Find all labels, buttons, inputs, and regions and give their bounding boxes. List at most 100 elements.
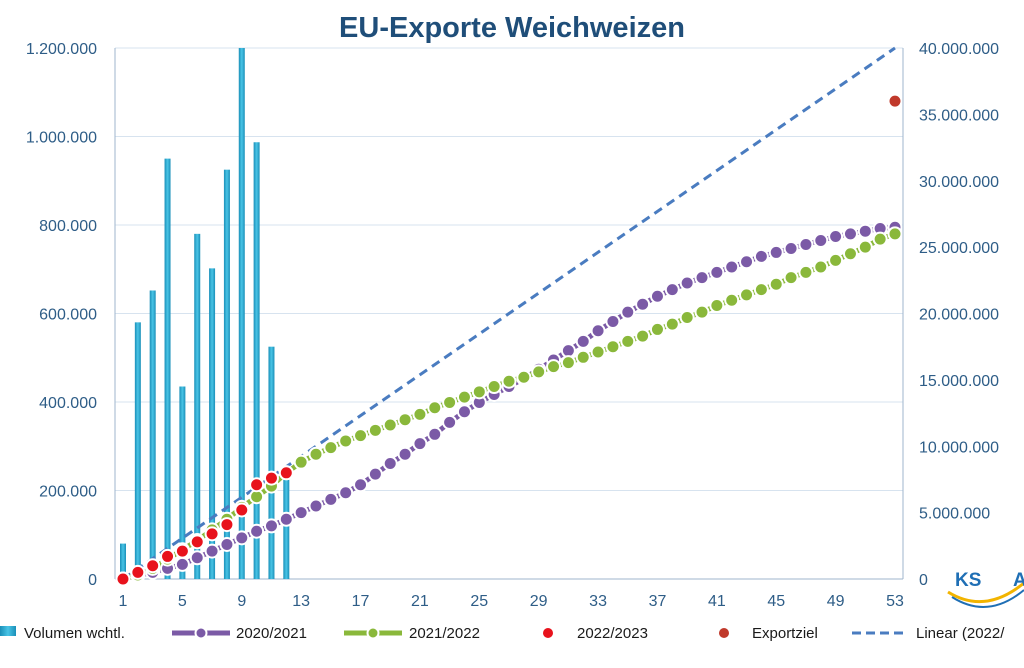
series-marker [694,304,710,320]
x-tick-label: 1 [119,593,128,610]
x-tick-label: 49 [827,593,845,610]
point-marker [115,571,131,587]
series-marker [709,298,725,314]
series-marker [382,456,398,472]
bar [194,233,201,579]
series-marker [857,239,873,255]
bar [179,386,186,579]
bar [238,48,245,579]
left-tick-label: 1.200.000 [26,41,97,58]
legend-label: Exportziel [752,625,818,642]
point-marker [278,465,294,481]
series-marker [605,339,621,355]
bar [164,158,171,579]
series-marker [442,414,458,430]
series-marker [649,321,665,337]
point-marker [160,548,176,564]
chart-title: EU-Exporte Weichweizen [339,12,685,44]
left-tick-label: 0 [88,572,97,589]
series-marker [412,406,428,422]
point-marker [234,502,250,518]
series-marker [456,389,472,405]
series-marker [813,259,829,275]
left-tick-label: 400.000 [39,395,97,412]
series-marker [263,518,279,534]
series-marker [842,226,858,242]
series-marker [516,369,532,385]
series-marker [768,276,784,292]
series-marker [605,313,621,329]
point-marker [130,564,146,580]
x-tick-label: 53 [886,593,904,610]
right-axis-ticks: 0 5.000.000 10.000.000 15.000.000 20.000.000… [919,41,999,589]
series-marker [501,373,517,389]
left-tick-label: 800.000 [39,218,97,235]
trend-line [122,46,896,581]
bar [223,169,230,579]
series-marker [427,426,443,442]
x-tick-label: 17 [352,593,370,610]
x-tick-label: 13 [292,593,310,610]
left-tick-label: 600.000 [39,307,97,324]
legend: Volumen wchtl. 2020/2021 2021/2022 2022/202… [0,625,1005,642]
left-tick-label: 1.000.000 [26,130,97,147]
series-marker [664,282,680,298]
series-marker [323,440,339,456]
legend-label: 2021/2022 [409,625,480,642]
x-tick-label: 29 [530,593,548,610]
series-marker [293,505,309,521]
series-marker [679,275,695,291]
logo-swoosh [947,581,1024,604]
series-marker [828,229,844,245]
right-tick-label: 15.000.000 [919,373,999,390]
x-tick-label: 33 [589,593,607,610]
series-marker [189,550,205,566]
legend-swatch [0,626,16,636]
series-marker [471,384,487,400]
legend-label: Linear (2022/ [916,625,1005,642]
series-marker [486,379,502,395]
series-marker [828,252,844,268]
series-marker [308,446,324,462]
logo-swoosh [951,589,1024,608]
series-marker [353,428,369,444]
x-axis-ticks: 1 5 9 13 17 21 25 29 33 37 41 45 49 53 [119,593,904,610]
series-marker [635,296,651,312]
series-marker [412,436,428,452]
series-marker [724,292,740,308]
bar [209,268,216,579]
series-marker [709,264,725,280]
right-tick-label: 20.000.000 [919,307,999,324]
x-tick-label: 25 [470,593,488,610]
point-marker [219,517,235,533]
left-tick-label: 200.000 [39,484,97,501]
x-tick-label: 9 [237,593,246,610]
series-marker [308,498,324,514]
x-tick-label: 21 [411,593,429,610]
right-tick-label: 10.000.000 [919,439,999,456]
series-marker [635,328,651,344]
legend-swatch [719,628,729,638]
series-marker [813,232,829,248]
right-tick-label: 40.000.000 [919,41,999,58]
legend-swatch-marker [366,626,380,640]
series-marker [753,282,769,298]
x-tick-label: 37 [649,593,667,610]
series-marker [783,240,799,256]
series-marker [427,400,443,416]
series-marker [382,417,398,433]
point-marker [174,543,190,559]
legend-swatch-marker [194,626,208,640]
series-marker [664,316,680,332]
series-marker [338,485,354,501]
series-marker [546,359,562,375]
x-tick-label: 5 [178,593,187,610]
series-marker [442,394,458,410]
marker-series [115,93,903,587]
series-marker [887,226,903,242]
series-marker [575,349,591,365]
series-marker [560,355,576,371]
point-marker [887,93,903,109]
series-marker [575,333,591,349]
